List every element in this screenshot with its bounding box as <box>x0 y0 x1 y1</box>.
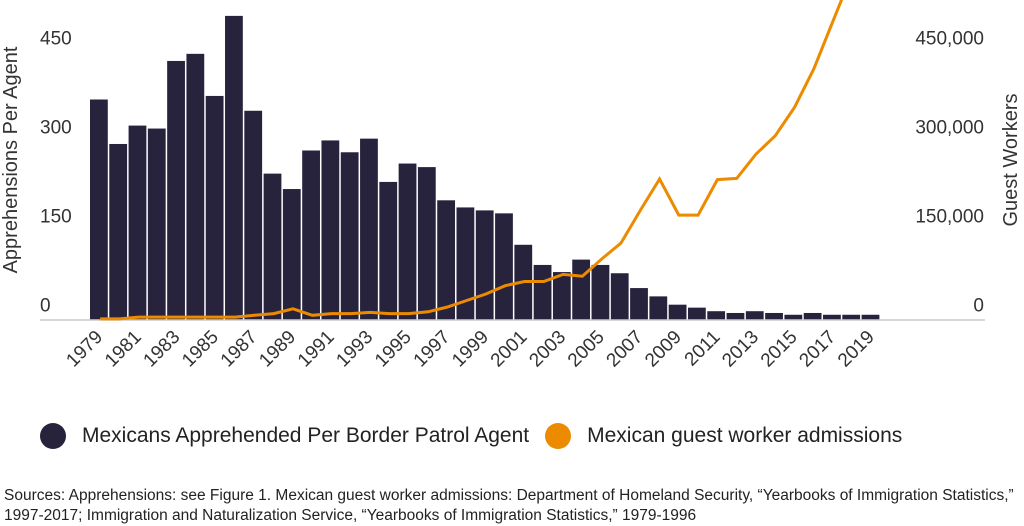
y-tick-left-300: 300 <box>40 118 72 139</box>
x-tick-1987: 1987 <box>217 327 262 372</box>
bar-2019 <box>861 314 880 320</box>
bar-1979 <box>90 99 108 320</box>
bar-1996 <box>417 167 436 320</box>
y-axis-label-right: Guest Workers <box>1000 94 1022 227</box>
x-tick-2003: 2003 <box>525 327 570 372</box>
x-tick-2005: 2005 <box>564 327 609 372</box>
bar-1988 <box>263 173 282 320</box>
y-tick-right-150,000: 150,000 <box>915 207 984 228</box>
x-tick-1985: 1985 <box>178 327 223 372</box>
chart: Apprehensions Per Agent Guest Workers 01… <box>0 0 1022 372</box>
bar-1986 <box>225 15 243 320</box>
bar-2008 <box>649 296 668 320</box>
y-tick-left-450: 450 <box>40 29 72 50</box>
x-tick-2001: 2001 <box>487 327 532 372</box>
legend-bar-label: Mexicans Apprehended Per Border Patrol A… <box>82 424 530 447</box>
y-tick-right-450,000: 450,000 <box>915 29 984 50</box>
bar-1990 <box>302 150 320 320</box>
bar-2018 <box>842 314 861 320</box>
x-tick-1991: 1991 <box>294 327 339 372</box>
bar-1992 <box>340 152 359 320</box>
x-tick-1989: 1989 <box>255 327 300 372</box>
bar-2010 <box>687 307 706 320</box>
bar-1995 <box>398 163 417 320</box>
x-tick-1981: 1981 <box>101 327 146 372</box>
x-tick-2009: 2009 <box>641 327 686 372</box>
y-tick-right-300,000: 300,000 <box>915 118 984 139</box>
bar-2004 <box>572 259 591 320</box>
sources-note: Sources: Apprehensions: see Figure 1. Me… <box>4 487 1014 524</box>
bar-1981 <box>128 125 147 320</box>
bar-1997 <box>437 200 456 320</box>
x-tick-2011: 2011 <box>681 327 725 371</box>
y-tick-right-0: 0 <box>973 296 984 317</box>
x-tick-2007: 2007 <box>603 327 648 372</box>
bar-1983 <box>167 60 185 320</box>
x-tick-1983: 1983 <box>140 327 185 372</box>
bar-1989 <box>282 189 301 320</box>
x-tick-2019: 2019 <box>834 327 879 372</box>
bar-1985 <box>205 95 224 320</box>
bar-2017 <box>823 314 841 320</box>
bar-1994 <box>379 181 398 320</box>
bar-1982 <box>147 128 166 320</box>
x-tick-2015: 2015 <box>757 327 802 372</box>
bar-1980 <box>109 143 128 320</box>
bar-2009 <box>668 304 687 320</box>
bar-1991 <box>321 140 340 320</box>
x-tick-1997: 1997 <box>410 327 455 372</box>
bar-2006 <box>610 273 629 320</box>
bar-2005 <box>591 264 610 320</box>
bar-2014 <box>765 312 783 320</box>
bar-1984 <box>186 53 205 320</box>
bar-2007 <box>630 288 648 320</box>
y-axis-label-left: Apprehensions Per Agent <box>0 46 22 273</box>
guest-worker-line <box>100 0 844 321</box>
bar-2002 <box>533 264 552 320</box>
bar-2012 <box>726 312 745 320</box>
x-tick-1993: 1993 <box>332 327 377 372</box>
y-tick-left-0: 0 <box>40 296 51 317</box>
bar-2003 <box>552 272 571 320</box>
x-tick-2013: 2013 <box>718 327 763 372</box>
bar-2016 <box>803 312 822 320</box>
y-tick-left-150: 150 <box>40 207 72 228</box>
x-tick-2017: 2017 <box>795 327 840 372</box>
legend-bar-swatch <box>40 423 66 449</box>
bar-1999 <box>475 210 494 320</box>
x-tick-1999: 1999 <box>448 327 493 372</box>
bar-2011 <box>707 311 726 320</box>
bar-2000 <box>495 213 513 320</box>
bar-2015 <box>784 314 803 320</box>
legend: Mexicans Apprehended Per Border Patrol A… <box>40 423 918 449</box>
bar-1993 <box>360 138 378 320</box>
legend-line-label: Mexican guest worker admissions <box>587 424 903 447</box>
bar-1987 <box>244 110 263 320</box>
bar-2013 <box>745 311 764 320</box>
x-tick-1995: 1995 <box>371 327 416 372</box>
bar-1998 <box>456 207 475 320</box>
x-tick-1979: 1979 <box>62 327 107 372</box>
legend-line-swatch <box>545 423 572 449</box>
